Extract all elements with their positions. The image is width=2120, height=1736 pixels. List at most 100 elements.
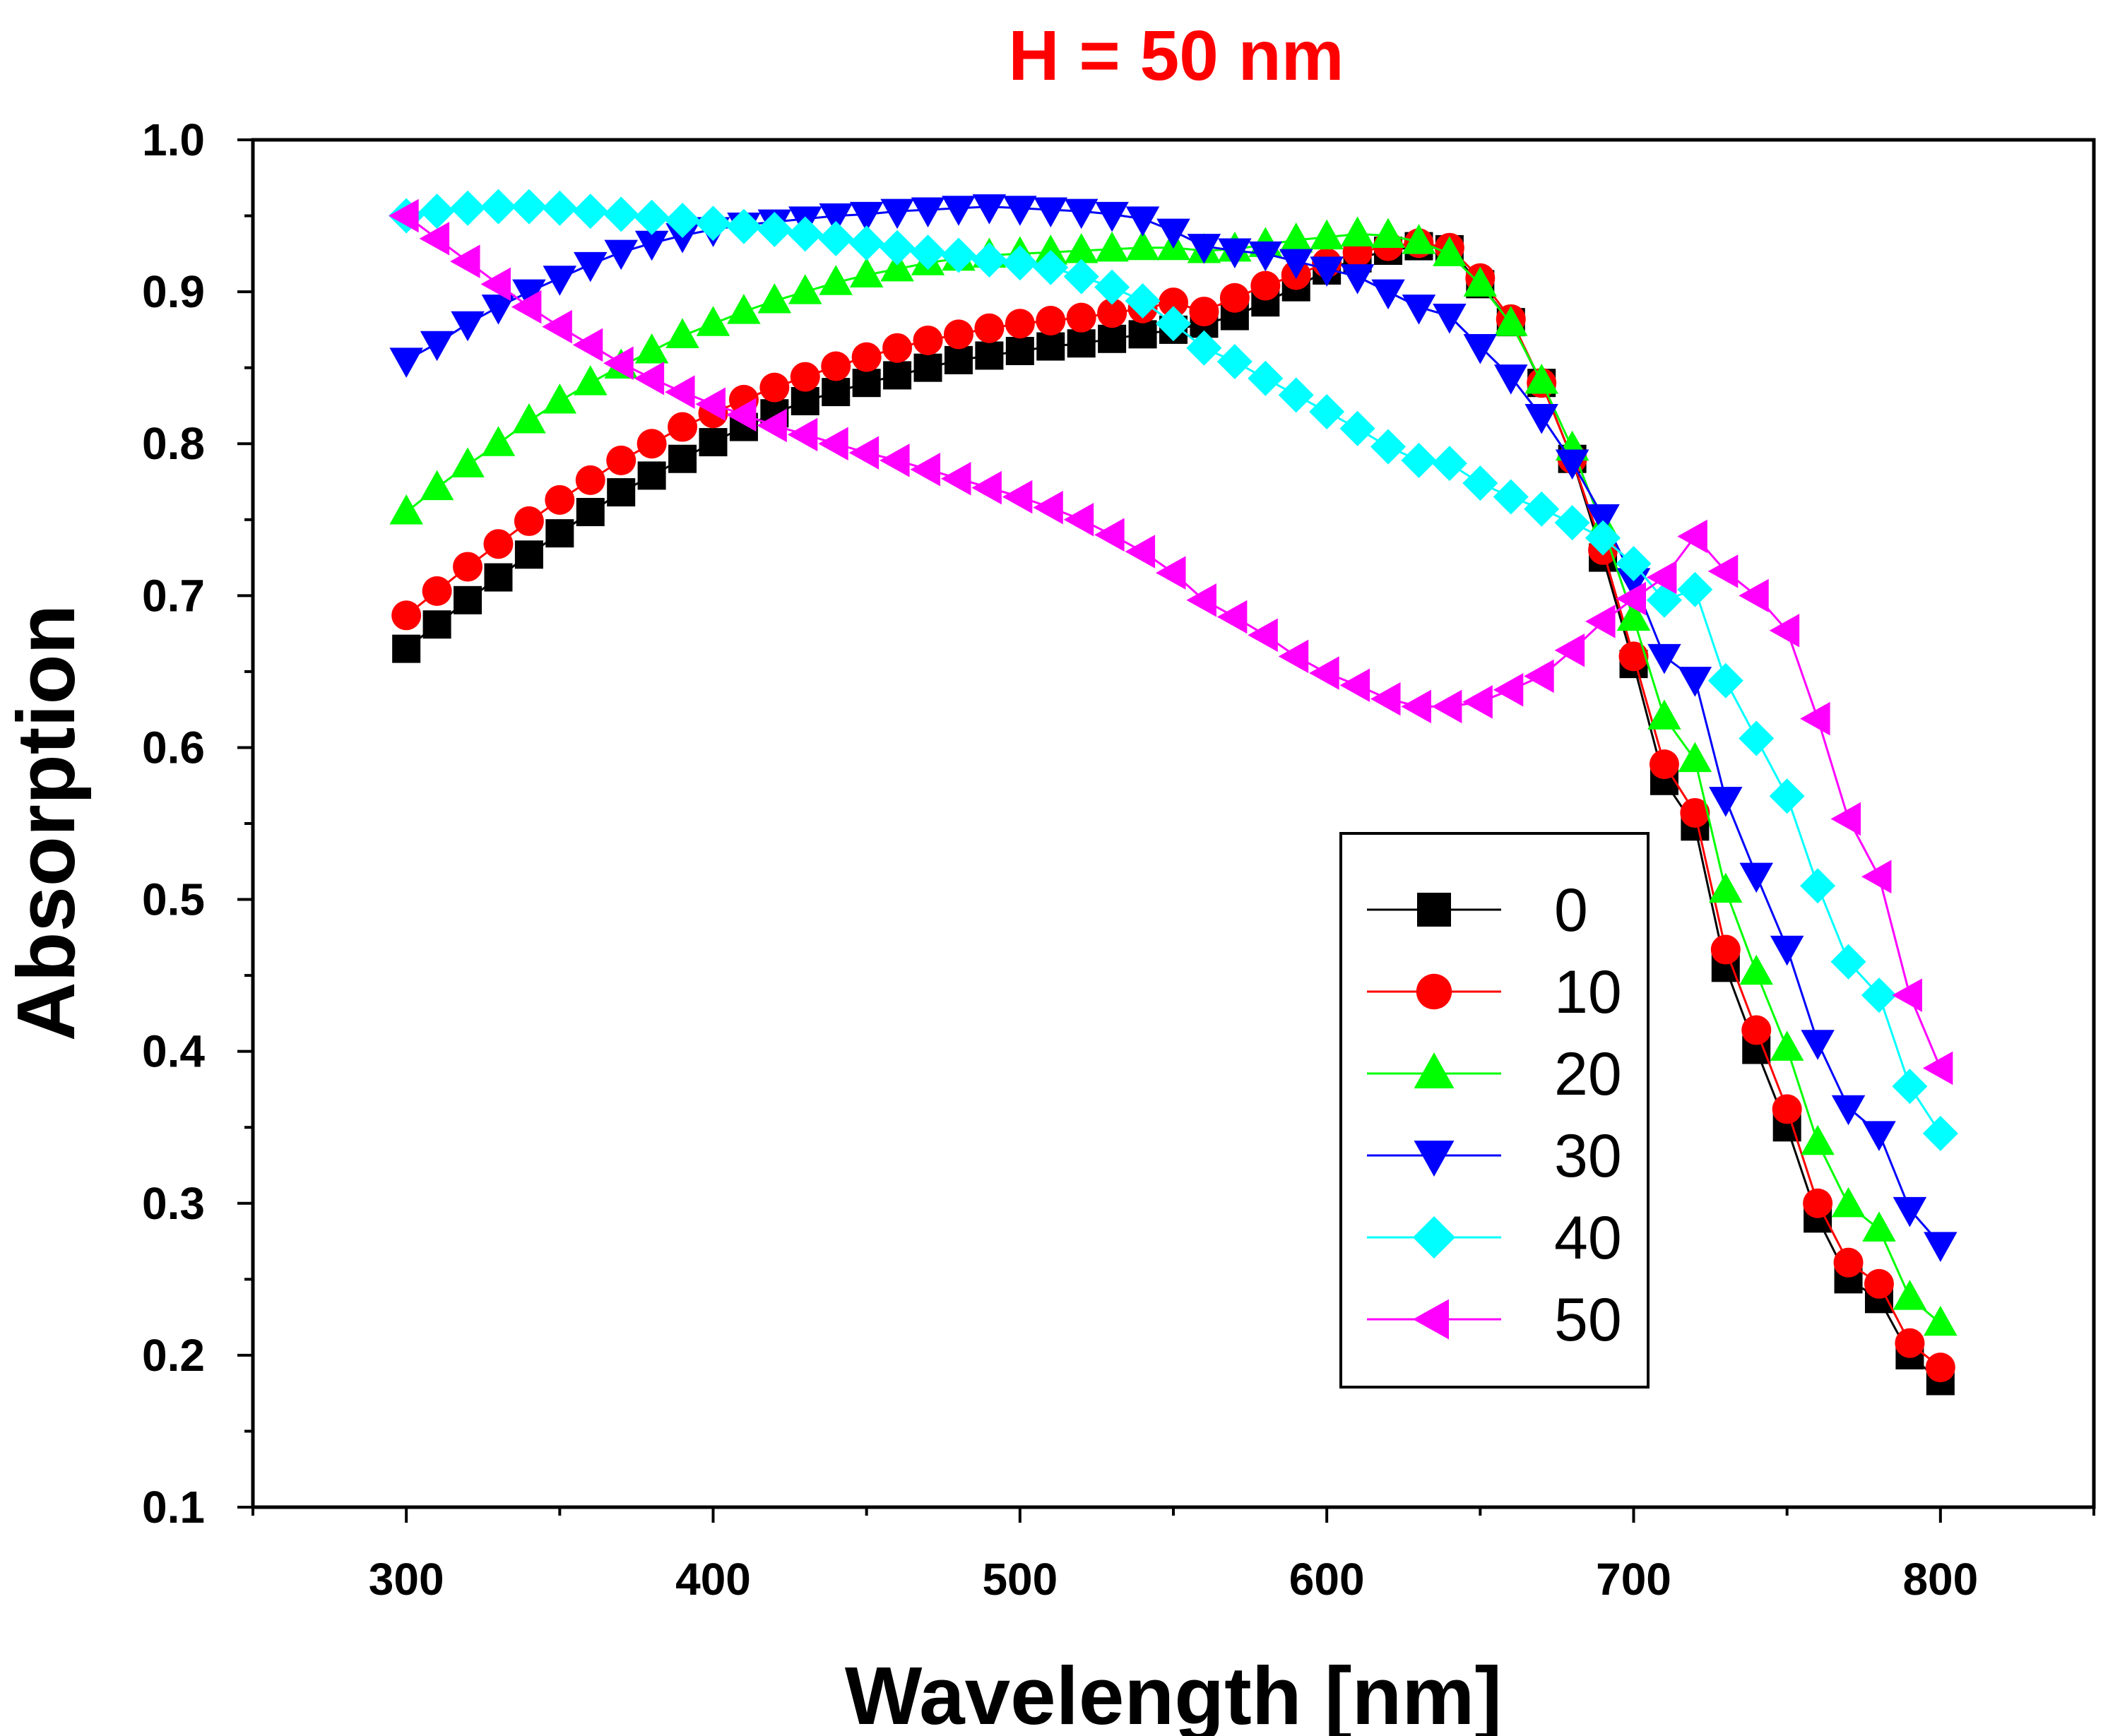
data-point	[1801, 1124, 1835, 1155]
data-point	[1493, 672, 1524, 707]
data-point	[1186, 583, 1216, 617]
data-point	[607, 478, 636, 507]
data-point	[757, 283, 792, 314]
data-point	[913, 353, 942, 382]
data-point	[1739, 578, 1769, 613]
data-point	[1310, 219, 1344, 250]
data-point	[419, 222, 450, 256]
data-point	[1033, 249, 1069, 285]
data-point	[1707, 662, 1743, 698]
data-point	[1402, 224, 1436, 254]
data-point	[913, 325, 943, 355]
data-point	[1186, 330, 1222, 366]
legend-label: 40	[1554, 1204, 1622, 1272]
data-point	[882, 333, 913, 363]
y-tick-label: 0.2	[142, 1330, 205, 1381]
data-point	[1493, 479, 1529, 515]
data-point	[1063, 258, 1099, 295]
data-point	[1586, 504, 1620, 535]
data-point	[1005, 337, 1034, 366]
series-30	[389, 194, 1958, 1262]
data-point	[1159, 287, 1188, 318]
legend-item-10: 10	[1367, 958, 1622, 1026]
data-point	[727, 294, 761, 324]
data-point	[1462, 465, 1498, 501]
data-point	[543, 266, 577, 296]
data-point	[1189, 297, 1219, 327]
data-point	[1893, 1196, 1927, 1227]
data-point	[1709, 872, 1743, 903]
legend-label: 10	[1554, 958, 1622, 1026]
data-point	[603, 196, 639, 232]
data-point	[450, 190, 486, 226]
data-point	[1524, 364, 1558, 394]
y-tick-label: 0.9	[142, 266, 205, 317]
data-point	[450, 244, 480, 278]
y-tick-label: 0.8	[142, 418, 205, 469]
data-point	[910, 234, 946, 270]
data-point	[880, 230, 916, 266]
y-tick-label: 0.3	[142, 1178, 205, 1229]
series-line	[405, 232, 1941, 1324]
data-point	[942, 196, 976, 226]
data-point	[481, 426, 516, 456]
data-point	[821, 351, 851, 381]
chart-title: H = 50 nm	[1008, 16, 1344, 95]
data-point	[1924, 1232, 1958, 1262]
data-point	[940, 461, 971, 496]
data-point	[1677, 519, 1707, 554]
data-point	[971, 470, 1002, 505]
data-point	[576, 498, 605, 527]
data-point	[634, 230, 669, 261]
data-point	[1067, 329, 1096, 358]
data-point	[944, 345, 973, 374]
data-point	[1831, 1095, 1866, 1126]
series-50	[389, 198, 1953, 1086]
data-point	[484, 563, 513, 592]
data-point	[972, 194, 1007, 225]
data-point	[1433, 236, 1467, 266]
legend-item-0: 0	[1367, 876, 1588, 944]
data-point	[1922, 1051, 1953, 1086]
data-point	[1431, 689, 1462, 724]
data-point	[389, 198, 419, 233]
data-point	[1739, 720, 1775, 756]
data-point	[1646, 560, 1677, 595]
data-point	[665, 318, 699, 348]
data-point	[1005, 309, 1035, 339]
data-point	[1064, 233, 1099, 263]
data-point	[1861, 977, 1897, 1013]
data-point	[1770, 1030, 1804, 1061]
plot-frame	[251, 138, 2096, 1509]
data-point	[665, 375, 695, 409]
legend-marker	[1417, 893, 1451, 927]
x-tick-label: 600	[1289, 1554, 1365, 1605]
data-point	[757, 211, 793, 247]
series-line	[405, 206, 1942, 1134]
x-tick-label: 700	[1596, 1554, 1671, 1605]
data-point	[545, 519, 574, 548]
data-point	[971, 242, 1007, 278]
data-point	[1063, 503, 1094, 537]
data-point	[1769, 614, 1800, 648]
data-point	[422, 576, 452, 606]
y-tick-label: 0.5	[142, 874, 205, 925]
legend-item-30: 30	[1367, 1122, 1622, 1190]
x-tick-label: 500	[982, 1554, 1058, 1605]
data-point	[1862, 1121, 1896, 1151]
data-point	[483, 529, 514, 559]
data-point	[1279, 249, 1313, 280]
legend-marker	[1414, 1052, 1455, 1088]
data-point	[1494, 364, 1528, 395]
y-tick-label: 0.1	[142, 1482, 205, 1533]
y-tick-label: 1.0	[142, 114, 205, 165]
data-point	[880, 198, 914, 230]
data-point	[634, 333, 669, 364]
data-point	[1278, 639, 1309, 674]
data-point	[1036, 332, 1065, 361]
data-point	[389, 494, 423, 525]
data-point	[636, 429, 667, 459]
data-point	[1003, 196, 1037, 226]
legend-label: 20	[1554, 1040, 1622, 1108]
data-point	[1002, 480, 1033, 514]
